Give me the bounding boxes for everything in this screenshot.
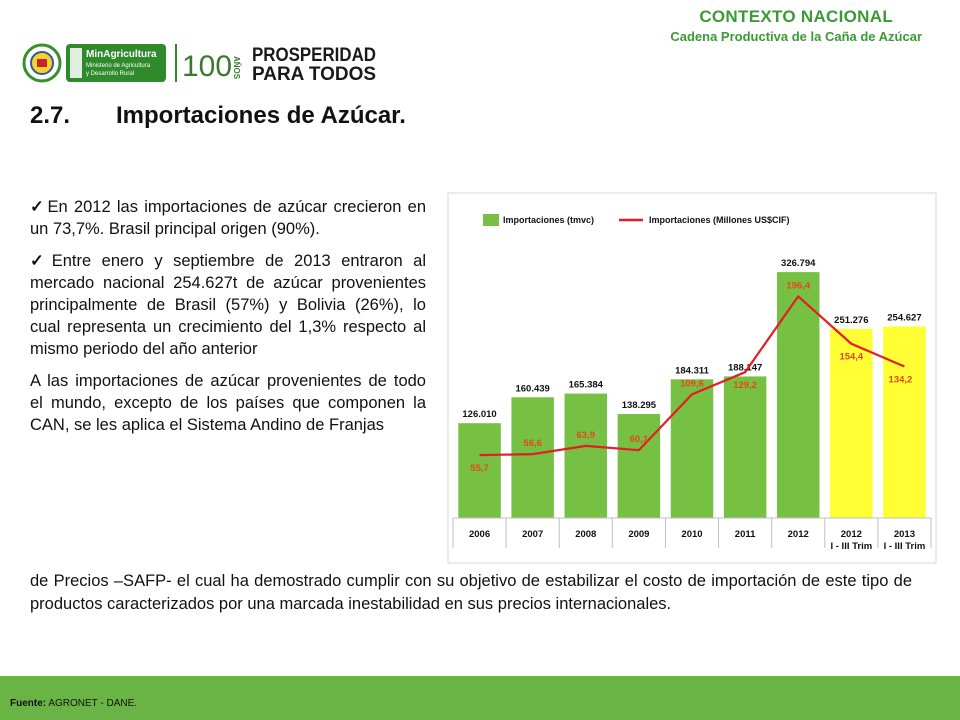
legend-label-line: Importaciones (Millones US$CIF) [649, 215, 790, 225]
bar-value-label: 254.627 [887, 312, 921, 323]
ministry-logo-box [66, 44, 166, 82]
line-value-label: 55,7 [470, 463, 489, 474]
footer-bar: Fuente: AGRONET - DANE. [0, 676, 960, 720]
x-tick-sublabel: I - III Trim [884, 541, 926, 552]
text-column: ✓ En 2012 las importaciones de azúcar cre… [30, 196, 426, 446]
ministry-icon [70, 48, 82, 78]
bullet-text: Entre enero y septiembre de 2013 entraro… [30, 252, 426, 358]
anniversary-number: 100 [182, 50, 232, 83]
page-title: 2.7. Importaciones de Azúcar. [30, 102, 406, 130]
ministry-line2: y Desarrollo Rural [86, 71, 134, 77]
bar-2006 [458, 423, 501, 518]
legend-swatch-bars [483, 214, 499, 226]
logos-graphic: MinAgricultura Ministerio de Agricultura… [22, 43, 376, 85]
line-value-label: 56,6 [523, 438, 542, 449]
paragraph-end: de Precios –SAFP- el cual ha demostrado … [30, 572, 912, 613]
chart-svg: Importaciones (tmvc) Importaciones (Mill… [447, 192, 937, 564]
source-label: Fuente: [10, 698, 47, 709]
legend-label-bars: Importaciones (tmvc) [503, 215, 594, 225]
bar-2012 [830, 328, 873, 518]
logo-row: MinAgricultura Ministerio de Agricultura… [22, 40, 382, 86]
x-tick-label: 2010 [681, 529, 702, 540]
x-tick-label: 2007 [522, 529, 543, 540]
section-number: 2.7. [30, 102, 71, 129]
colombia-seal-logo [22, 43, 62, 83]
bullet-item: ✓ Entre enero y septiembre de 2013 entrar… [30, 250, 426, 360]
line-value-label: 134,2 [889, 375, 913, 386]
line-value-label: 196,4 [786, 280, 810, 291]
x-tick-label: 2011 [735, 529, 756, 540]
bar-2007 [511, 397, 554, 518]
x-tick-label: 2008 [575, 529, 596, 540]
series-line [479, 294, 905, 457]
bullet-item: ✓ En 2012 las importaciones de azúcar cre… [30, 196, 426, 240]
line-value-label: 154,4 [839, 352, 863, 363]
bar-value-label: 188.147 [728, 362, 762, 373]
bar-2012 [776, 272, 820, 518]
line-value-label: 129,2 [733, 380, 757, 391]
bar-2009 [617, 413, 661, 518]
bar-value-label: 165.384 [569, 380, 604, 391]
x-tick-label: 2006 [469, 529, 490, 540]
bar-value-label: 251.276 [834, 315, 868, 326]
source-value: AGRONET - DANE. [48, 698, 138, 709]
line-value-label: 63,9 [577, 430, 596, 441]
context-title: CONTEXTO NACIONAL [699, 7, 894, 26]
bar-value-label: 326.794 [781, 258, 816, 269]
bar-value-label: 126.010 [462, 409, 496, 420]
chart-legend: Importaciones (tmvc) Importaciones (Mill… [483, 214, 790, 226]
x-tick-sublabel: I - III Trim [830, 541, 872, 552]
bar-value-label: 160.439 [515, 383, 549, 394]
bullet-text: En 2012 las importaciones de azúcar crec… [30, 198, 426, 238]
slogan-line2: PARA TODOS [252, 64, 376, 85]
x-tick-label: 2012 [841, 529, 862, 540]
bar-value-label: 138.295 [622, 400, 657, 411]
bar-2011 [723, 376, 767, 518]
ministry-line1: Ministerio de Agricultura [86, 63, 151, 69]
source-note: Fuente: AGRONET - DANE. [10, 698, 137, 709]
imports-chart: Importaciones (tmvc) Importaciones (Mill… [447, 192, 937, 569]
header-context: CONTEXTO NACIONAL Cadena Productiva de l… [670, 7, 922, 44]
anniversary-word: AÑOS [232, 56, 241, 80]
section-title: Importaciones de Azúcar. [116, 102, 406, 129]
check-icon: ✓ [30, 252, 50, 270]
check-icon: ✓ [30, 198, 46, 216]
x-tick-label: 2012 [788, 529, 809, 540]
line-value-label: 60,1 [630, 434, 649, 445]
paragraph-start: A las importaciones de azúcar provenient… [30, 372, 426, 434]
ministry-name: MinAgricultura [86, 49, 157, 60]
bar-2010 [670, 379, 714, 518]
bar-value-label: 184.311 [675, 365, 710, 376]
bar-2008 [564, 393, 608, 518]
bars-group: 126.010 160.439 165.384 138.295 184.311 188.1… [458, 258, 926, 518]
line-group: 55,7 56,6 63,9 60,1 109,6 129,2 196,4 154,4 134,… [470, 280, 912, 474]
x-tick-label: 2013 [894, 529, 915, 540]
x-tick-label: 2009 [628, 529, 649, 540]
line-value-label: 109,6 [680, 378, 704, 389]
slogan-line1: PROSPERIDAD [252, 45, 376, 66]
logo-divider [175, 44, 177, 82]
context-subtitle: Cadena Productiva de la Caña de Azúcar [670, 29, 922, 44]
bar-2013 [883, 326, 926, 518]
